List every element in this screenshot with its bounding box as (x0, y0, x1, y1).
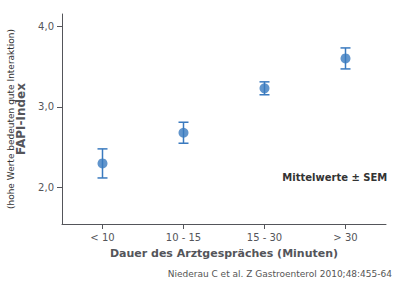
svg-text:< 10: < 10 (90, 232, 114, 243)
svg-text:2,0: 2,0 (38, 182, 54, 193)
svg-text:Dauer des Arztgespräches (Minu: Dauer des Arztgespräches (Minuten) (110, 247, 338, 260)
svg-text:3,0: 3,0 (38, 101, 54, 112)
svg-text:10 - 15: 10 - 15 (166, 232, 201, 243)
svg-text:> 30: > 30 (333, 232, 357, 243)
svg-text:Mittelwerte ± SEM: Mittelwerte ± SEM (282, 172, 387, 183)
svg-text:(hohe Werte bedeuten gute Inte: (hohe Werte bedeuten gute Interaktion) (6, 28, 16, 210)
svg-text:4,0: 4,0 (38, 21, 54, 32)
svg-text:FAPI-Index: FAPI-Index (14, 83, 28, 155)
svg-text:15 - 30: 15 - 30 (247, 232, 282, 243)
svg-text:Niederau C et al. Z Gastroente: Niederau C et al. Z Gastroenterol 2010;4… (168, 269, 393, 279)
